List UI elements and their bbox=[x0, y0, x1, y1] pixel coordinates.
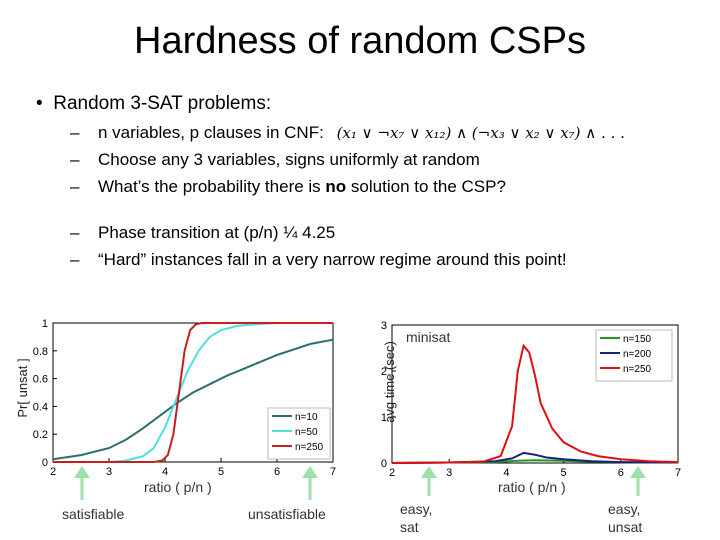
left-x-tick-label: 3 bbox=[106, 466, 112, 478]
easy-unsat-arrowhead bbox=[630, 466, 646, 478]
left-y-tick-label: 1 bbox=[42, 318, 48, 330]
left-x-tick-label: 6 bbox=[274, 466, 280, 478]
right-x-tick-label: 5 bbox=[561, 467, 567, 479]
bold-no: no bbox=[325, 177, 347, 196]
bullet-dot: • bbox=[36, 93, 54, 114]
right-legend-label: n=250 bbox=[623, 364, 652, 375]
left-series-n-10 bbox=[52, 338, 334, 461]
sub-bullet-text: What’s the probability there is bbox=[98, 177, 326, 196]
right-legend-label: n=150 bbox=[623, 334, 652, 345]
easy-unsat-label: easy, unsat bbox=[608, 501, 643, 535]
right-x-tick-label: 6 bbox=[618, 467, 624, 479]
right-y-tick-label: 2 bbox=[381, 366, 387, 378]
left-x-tick-label: 4 bbox=[162, 466, 168, 478]
sub-bullet-hard: – “Hard” instances fall in a very narrow … bbox=[70, 249, 567, 271]
dash: – bbox=[70, 223, 80, 242]
satisfiable-arrowhead bbox=[74, 466, 90, 478]
right-x-tick-label: 7 bbox=[675, 467, 681, 479]
sub-bullet-choose: – Choose any 3 variables, signs uniformly… bbox=[70, 149, 480, 171]
cnf-formula: (x₁ ∨ ¬x₇ ∨ x₁₂) ∧ (¬x₃ ∨ x₂ ∨ x₇) ∧ . .… bbox=[336, 124, 625, 142]
left-x-tick-label: 2 bbox=[50, 466, 56, 478]
right-y-axis-label: avg time (sec) bbox=[382, 341, 397, 423]
left-y-tick-label: 0.4 bbox=[33, 401, 48, 413]
left-x-tick-label: 5 bbox=[218, 466, 224, 478]
left-y-tick-label: 0.8 bbox=[33, 346, 48, 358]
unsatisfiable-label: unsatisfiable bbox=[248, 506, 326, 522]
left-legend-label: n=10 bbox=[295, 412, 318, 423]
dash: – bbox=[70, 177, 80, 196]
left-y-axis-label: Pr[ unsat ] bbox=[15, 358, 30, 418]
right-legend-label: n=200 bbox=[623, 349, 652, 360]
left-legend-label: n=250 bbox=[295, 442, 324, 453]
left-y-tick-label: 0 bbox=[42, 457, 48, 469]
left-y-tick-label: 0.6 bbox=[33, 374, 48, 386]
dash: – bbox=[70, 123, 80, 142]
easy-sat-arrowhead bbox=[421, 466, 437, 478]
sub-bullet-text: solution to the CSP? bbox=[346, 177, 506, 196]
bullet-text: Random 3-SAT problems: bbox=[53, 93, 272, 114]
sub-bullet-text: n variables, p clauses in CNF: bbox=[98, 123, 324, 142]
easy-sat-label: easy, sat bbox=[400, 501, 433, 535]
main-bullet: • Random 3-SAT problems: bbox=[36, 92, 271, 116]
right-x-tick-label: 4 bbox=[503, 467, 509, 479]
avg-time-chart: 2 3 4 5 6 7 0 1 2 3 n=150 n=200 n=250 bbox=[381, 320, 681, 496]
sub-bullet-probability: – What’s the probability there is no solu… bbox=[70, 176, 506, 198]
sub-bullet-cnf: – n variables, p clauses in CNF: (x₁ ∨ ¬x… bbox=[70, 122, 625, 144]
right-y-tick-label: 1 bbox=[381, 412, 387, 424]
right-x-axis-label: ratio ( p/n ) bbox=[498, 479, 566, 495]
sub-bullet-text: “Hard” instances fall in a very narrow r… bbox=[98, 250, 567, 269]
satisfiable-label: satisfiable bbox=[62, 506, 125, 522]
left-x-tick-label: 7 bbox=[330, 466, 336, 478]
sub-bullet-text: Choose any 3 variables, signs uniformly … bbox=[98, 150, 480, 169]
right-y-tick-label: 0 bbox=[381, 458, 387, 470]
right-y-tick-label: 3 bbox=[381, 320, 387, 332]
slide-title: Hardness of random CSPs bbox=[134, 20, 586, 62]
minisat-label: minisat bbox=[406, 329, 451, 345]
left-x-axis-label: ratio ( p/n ) bbox=[144, 479, 212, 495]
right-series-n-250 bbox=[391, 343, 679, 464]
left-y-tick-label: 0.2 bbox=[33, 429, 48, 441]
sub-bullet-phase: – Phase transition at (p/n) ¼ 4.25 bbox=[70, 222, 335, 244]
dash: – bbox=[70, 250, 80, 269]
right-x-tick-label: 3 bbox=[446, 467, 452, 479]
dash: – bbox=[70, 150, 80, 169]
pr-unsat-chart: 2 3 4 5 6 7 0 0.2 0.4 0.6 0.8 1 n=10 n=50 n=250 bbox=[33, 318, 336, 500]
left-series-n-250 bbox=[53, 322, 333, 463]
left-legend-label: n=50 bbox=[295, 427, 318, 438]
right-x-tick-label: 2 bbox=[389, 467, 395, 479]
sub-bullet-text: Phase transition at (p/n) ¼ 4.25 bbox=[98, 223, 336, 242]
unsatisfiable-arrowhead bbox=[302, 466, 318, 478]
left-series-n-50 bbox=[53, 322, 333, 463]
